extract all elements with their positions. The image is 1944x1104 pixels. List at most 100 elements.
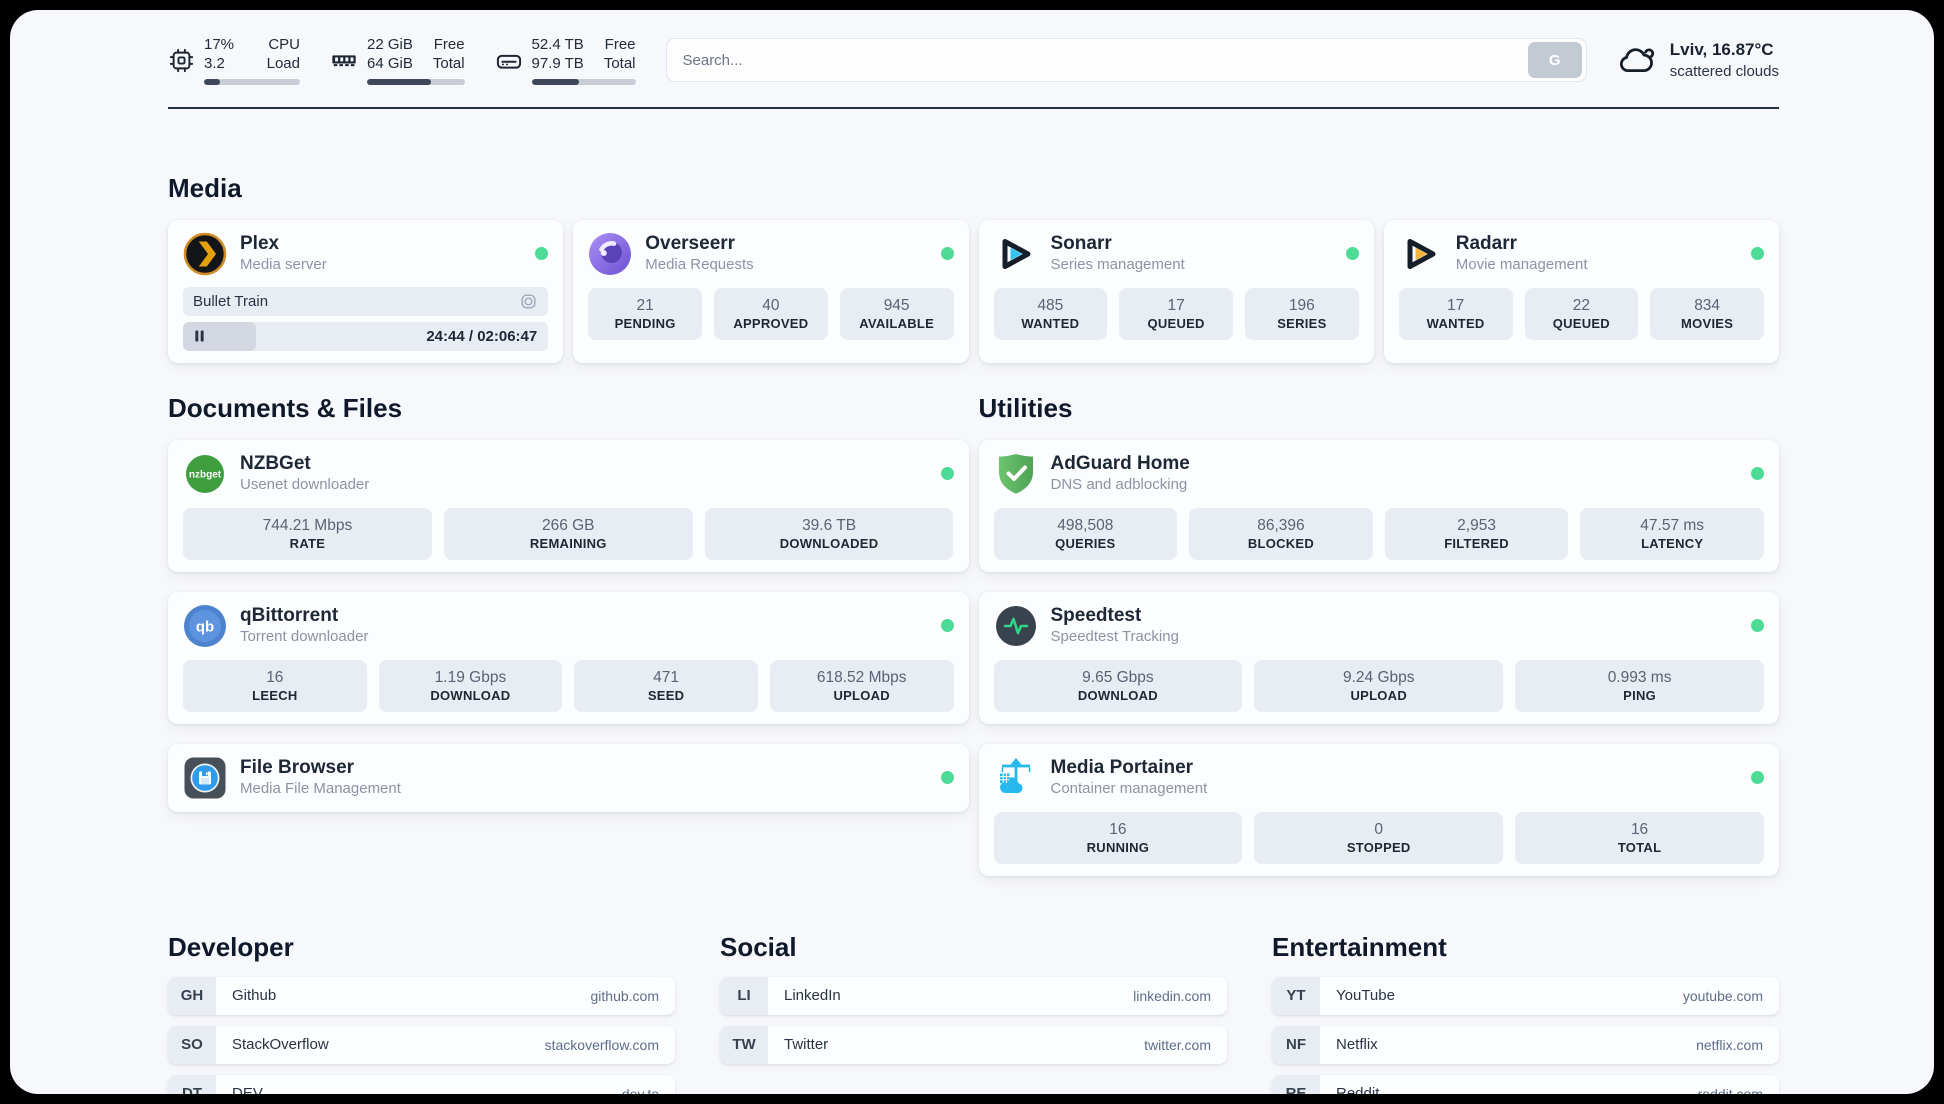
stat-label: RATE bbox=[289, 535, 326, 551]
system-stats: 17% 3.2 CPU Load bbox=[168, 36, 636, 85]
bookmark-url: netflix.com bbox=[1696, 1036, 1763, 1053]
stat-value: 618.52 Mbps bbox=[816, 668, 907, 686]
stat-value: 40 bbox=[762, 296, 780, 314]
stat-value: 0 bbox=[1374, 820, 1384, 838]
stat-label: DOWNLOAD bbox=[1077, 687, 1158, 703]
service-card-filebrowser[interactable]: File Browser Media File Management bbox=[168, 743, 969, 812]
bookmark-netflix[interactable]: NF Netflix netflix.com bbox=[1272, 1025, 1779, 1064]
bookmark-stackoverflow[interactable]: SO StackOverflow stackoverflow.com bbox=[168, 1025, 675, 1064]
bookmark-linkedin[interactable]: LI LinkedIn linkedin.com bbox=[720, 976, 1227, 1015]
bookmark-url: linkedin.com bbox=[1133, 987, 1211, 1004]
nzbget-icon: nzbget bbox=[183, 452, 227, 496]
stat-value: 16 bbox=[1109, 820, 1127, 838]
status-dot bbox=[940, 247, 954, 260]
stat-box: 498,508 QUERIES bbox=[993, 507, 1178, 560]
stat-label: DOWNLOAD bbox=[430, 687, 511, 703]
bookmark-section-entertainment: Entertainment YT YouTube youtube.com NF … bbox=[1272, 932, 1779, 1094]
stat-box: 485 WANTED bbox=[993, 287, 1108, 340]
stat-box: 16 RUNNING bbox=[993, 811, 1243, 864]
app-description: Media server bbox=[240, 256, 327, 273]
service-card-plex[interactable]: Plex Media server Bullet Train bbox=[168, 219, 564, 363]
stat-box: 47.57 ms LATENCY bbox=[1580, 507, 1764, 560]
app-description: Media File Management bbox=[240, 780, 401, 798]
bookmark-reddit[interactable]: RE Reddit reddit.com bbox=[1272, 1074, 1779, 1094]
disk-stat: 52.4 TB 97.9 TB Free Total bbox=[495, 36, 636, 85]
cpu-load-value: 3.2 bbox=[204, 54, 225, 72]
stat-label: WANTED bbox=[1426, 315, 1485, 331]
bookmark-abbr: GH bbox=[168, 976, 216, 1015]
section-title-media: Media bbox=[168, 172, 242, 203]
stat-label: RUNNING bbox=[1086, 839, 1150, 855]
service-card-adguard[interactable]: AdGuard Home DNS and adblocking 498,508 … bbox=[978, 439, 1779, 572]
radarr-icon bbox=[1399, 232, 1443, 276]
bookmark-twitter[interactable]: TW Twitter twitter.com bbox=[720, 1025, 1227, 1064]
bookmark-dev[interactable]: DT DEV dev.to bbox=[168, 1074, 675, 1094]
ram-free-value: 22 GiB bbox=[367, 36, 413, 53]
cpu-stat: 17% 3.2 CPU Load bbox=[168, 36, 300, 85]
session-icon bbox=[519, 292, 538, 311]
section-title-documents: Documents & Files bbox=[168, 392, 403, 423]
disk-icon bbox=[495, 46, 523, 74]
stat-box: 39.6 TB DOWNLOADED bbox=[704, 507, 954, 560]
bookmark-youtube[interactable]: YT YouTube youtube.com bbox=[1272, 976, 1779, 1015]
stat-box: 0 STOPPED bbox=[1254, 811, 1504, 864]
app-description: Container management bbox=[1050, 780, 1208, 798]
stat-value: 21 bbox=[636, 296, 654, 314]
service-card-nzbget[interactable]: nzbget NZBGet Usenet downloader 744.21 M… bbox=[168, 439, 969, 572]
bookmark-name: LinkedIn bbox=[784, 987, 841, 1005]
status-dot bbox=[1751, 247, 1764, 260]
stat-label: SEED bbox=[647, 687, 685, 703]
top-bar: 17% 3.2 CPU Load bbox=[168, 36, 1779, 85]
dashboard-canvas: 17% 3.2 CPU Load bbox=[10, 10, 1934, 1094]
bookmark-url: stackoverflow.com bbox=[544, 1036, 659, 1053]
stat-value: 47.57 ms bbox=[1640, 516, 1705, 534]
stat-box: 9.65 Gbps DOWNLOAD bbox=[993, 659, 1243, 712]
speedtest-icon bbox=[994, 604, 1038, 648]
stat-value: 1.19 Gbps bbox=[434, 668, 507, 686]
google-search-button[interactable]: G bbox=[1527, 42, 1582, 79]
status-dot bbox=[1751, 771, 1764, 785]
bookmark-url: dev.to bbox=[621, 1085, 659, 1094]
stat-value: 945 bbox=[883, 296, 910, 314]
service-card-sonarr[interactable]: Sonarr Series management 485 WANTED 17 Q… bbox=[978, 219, 1374, 363]
stat-box: 744.21 Mbps RATE bbox=[183, 507, 432, 560]
stat-label: LEECH bbox=[252, 687, 298, 703]
bookmark-github[interactable]: GH Github github.com bbox=[168, 976, 675, 1015]
service-card-radarr[interactable]: Radarr Movie management 17 WANTED 22 QUE… bbox=[1383, 219, 1779, 363]
search-input[interactable] bbox=[666, 51, 1528, 69]
stat-box: 9.24 Gbps UPLOAD bbox=[1254, 659, 1504, 712]
weather-condition: scattered clouds bbox=[1669, 62, 1779, 80]
bookmark-url: reddit.com bbox=[1697, 1085, 1763, 1094]
status-dot bbox=[1751, 467, 1764, 480]
service-card-speedtest[interactable]: Speedtest Speedtest Tracking 9.65 Gbps D… bbox=[978, 591, 1779, 724]
app-name: AdGuard Home bbox=[1050, 453, 1190, 475]
status-dot bbox=[940, 467, 954, 480]
app-description: Speedtest Tracking bbox=[1050, 628, 1179, 646]
service-card-qbittorrent[interactable]: qb qBittorrent Torrent downloader 16 LEE… bbox=[168, 591, 969, 724]
weather-widget: Lviv, 16.87°C scattered clouds bbox=[1617, 39, 1779, 81]
plex-icon bbox=[183, 232, 227, 276]
bookmark-section-social: Social LI LinkedIn linkedin.com TW Twitt… bbox=[720, 932, 1227, 1094]
bookmark-name: DEV bbox=[232, 1085, 263, 1094]
bookmark-abbr: NF bbox=[1272, 1025, 1320, 1064]
app-description: Movie management bbox=[1455, 256, 1588, 273]
stat-box: 618.52 Mbps UPLOAD bbox=[769, 659, 954, 712]
stat-value: 834 bbox=[1694, 296, 1721, 314]
svg-text:qb: qb bbox=[196, 618, 214, 635]
cpu-label: CPU bbox=[268, 36, 300, 53]
stat-box: 834 MOVIES bbox=[1650, 287, 1764, 340]
service-card-overseerr[interactable]: Overseerr Media Requests 21 PENDING 40 A… bbox=[573, 219, 969, 363]
disk-total-label: Total bbox=[603, 54, 636, 72]
stat-value: 9.24 Gbps bbox=[1342, 668, 1415, 686]
stat-value: 471 bbox=[653, 668, 679, 686]
stat-label: APPROVED bbox=[733, 315, 809, 331]
bookmark-name: YouTube bbox=[1336, 987, 1395, 1005]
ram-stat: 22 GiB 64 GiB Free Total bbox=[330, 36, 465, 85]
status-dot bbox=[940, 771, 954, 785]
section-utilities: Utilities AdGuard Home DNS and adblockin… bbox=[978, 393, 1779, 876]
bookmark-url: twitter.com bbox=[1144, 1036, 1211, 1053]
now-playing-row: Bullet Train bbox=[183, 286, 549, 316]
stat-box: 1.19 Gbps DOWNLOAD bbox=[378, 659, 563, 712]
service-card-portainer[interactable]: Media Portainer Container management 16 … bbox=[978, 743, 1779, 876]
stat-value: 0.993 ms bbox=[1607, 668, 1672, 686]
